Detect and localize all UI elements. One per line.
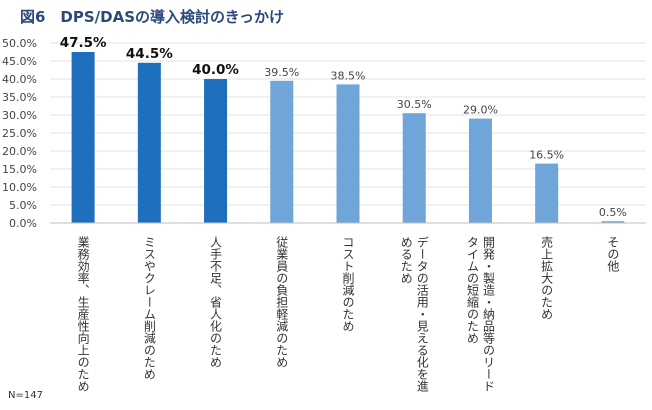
category-label: データの活用・見える化を進 めるため <box>399 236 430 392</box>
y-tick-label: 15.0% <box>2 163 37 176</box>
category-label: 開発・製造・納品等のリード タイムの短縮のため <box>465 236 496 392</box>
sample-size-note: N=147 <box>8 390 43 401</box>
y-tick-label: 40.0% <box>2 73 37 86</box>
bar <box>601 221 625 223</box>
data-labels: 47.5% 44.5% 40.0% 39.5% 38.5% 30.5% 29.0% 16.5%… <box>60 35 627 219</box>
bars <box>71 52 625 224</box>
category-label: 売上拡大のため <box>539 236 554 320</box>
y-tick-label: 0.0% <box>9 217 37 230</box>
bar <box>204 79 228 223</box>
y-tick-label: 20.0% <box>2 145 37 158</box>
data-label: 44.5% <box>126 46 173 62</box>
y-axis-ticks: 0.0% 5.0% 10.0% 15.0% 20.0% 25.0% 30.0% 35.0% 40… <box>2 37 37 230</box>
data-label: 30.5% <box>397 98 432 111</box>
data-label: 39.5% <box>264 66 299 79</box>
y-tick-label: 25.0% <box>2 127 37 140</box>
data-label: 38.5% <box>331 69 366 82</box>
y-tick-label: 30.0% <box>2 109 37 122</box>
y-tick-label: 50.0% <box>2 37 37 50</box>
y-tick-label: 35.0% <box>2 91 37 104</box>
data-label: 0.5% <box>599 206 627 219</box>
category-label: その他 <box>605 236 620 272</box>
data-label: 47.5% <box>60 35 107 51</box>
data-label: 29.0% <box>463 104 498 117</box>
bar <box>535 163 559 223</box>
bar <box>336 84 360 224</box>
bar <box>270 80 294 223</box>
bar <box>137 62 161 223</box>
category-label: ミスやクレーム削減のため <box>142 236 157 380</box>
y-tick-label: 45.0% <box>2 55 37 68</box>
chart-title: 図6 DPS/DASの導入検討のきっかけ <box>20 8 284 26</box>
data-label: 16.5% <box>529 149 564 162</box>
bar <box>468 118 492 223</box>
y-tick-label: 10.0% <box>2 181 37 194</box>
bar <box>71 52 95 223</box>
category-label: 従業員の負担軽減のため <box>274 236 289 368</box>
bar <box>402 113 426 223</box>
y-tick-label: 5.0% <box>9 199 37 212</box>
category-label: 人手不足、省人化のため <box>208 236 223 368</box>
category-label: 業務効率、生産性向上のため <box>76 236 91 392</box>
category-label: コスト削減のため <box>341 236 355 332</box>
data-label: 40.0% <box>192 62 239 78</box>
